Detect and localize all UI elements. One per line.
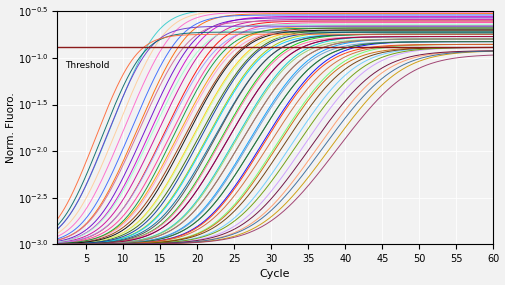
Text: Threshold: Threshold	[66, 61, 110, 70]
Y-axis label: Norm. Fluoro.: Norm. Fluoro.	[6, 92, 16, 163]
X-axis label: Cycle: Cycle	[260, 269, 290, 280]
